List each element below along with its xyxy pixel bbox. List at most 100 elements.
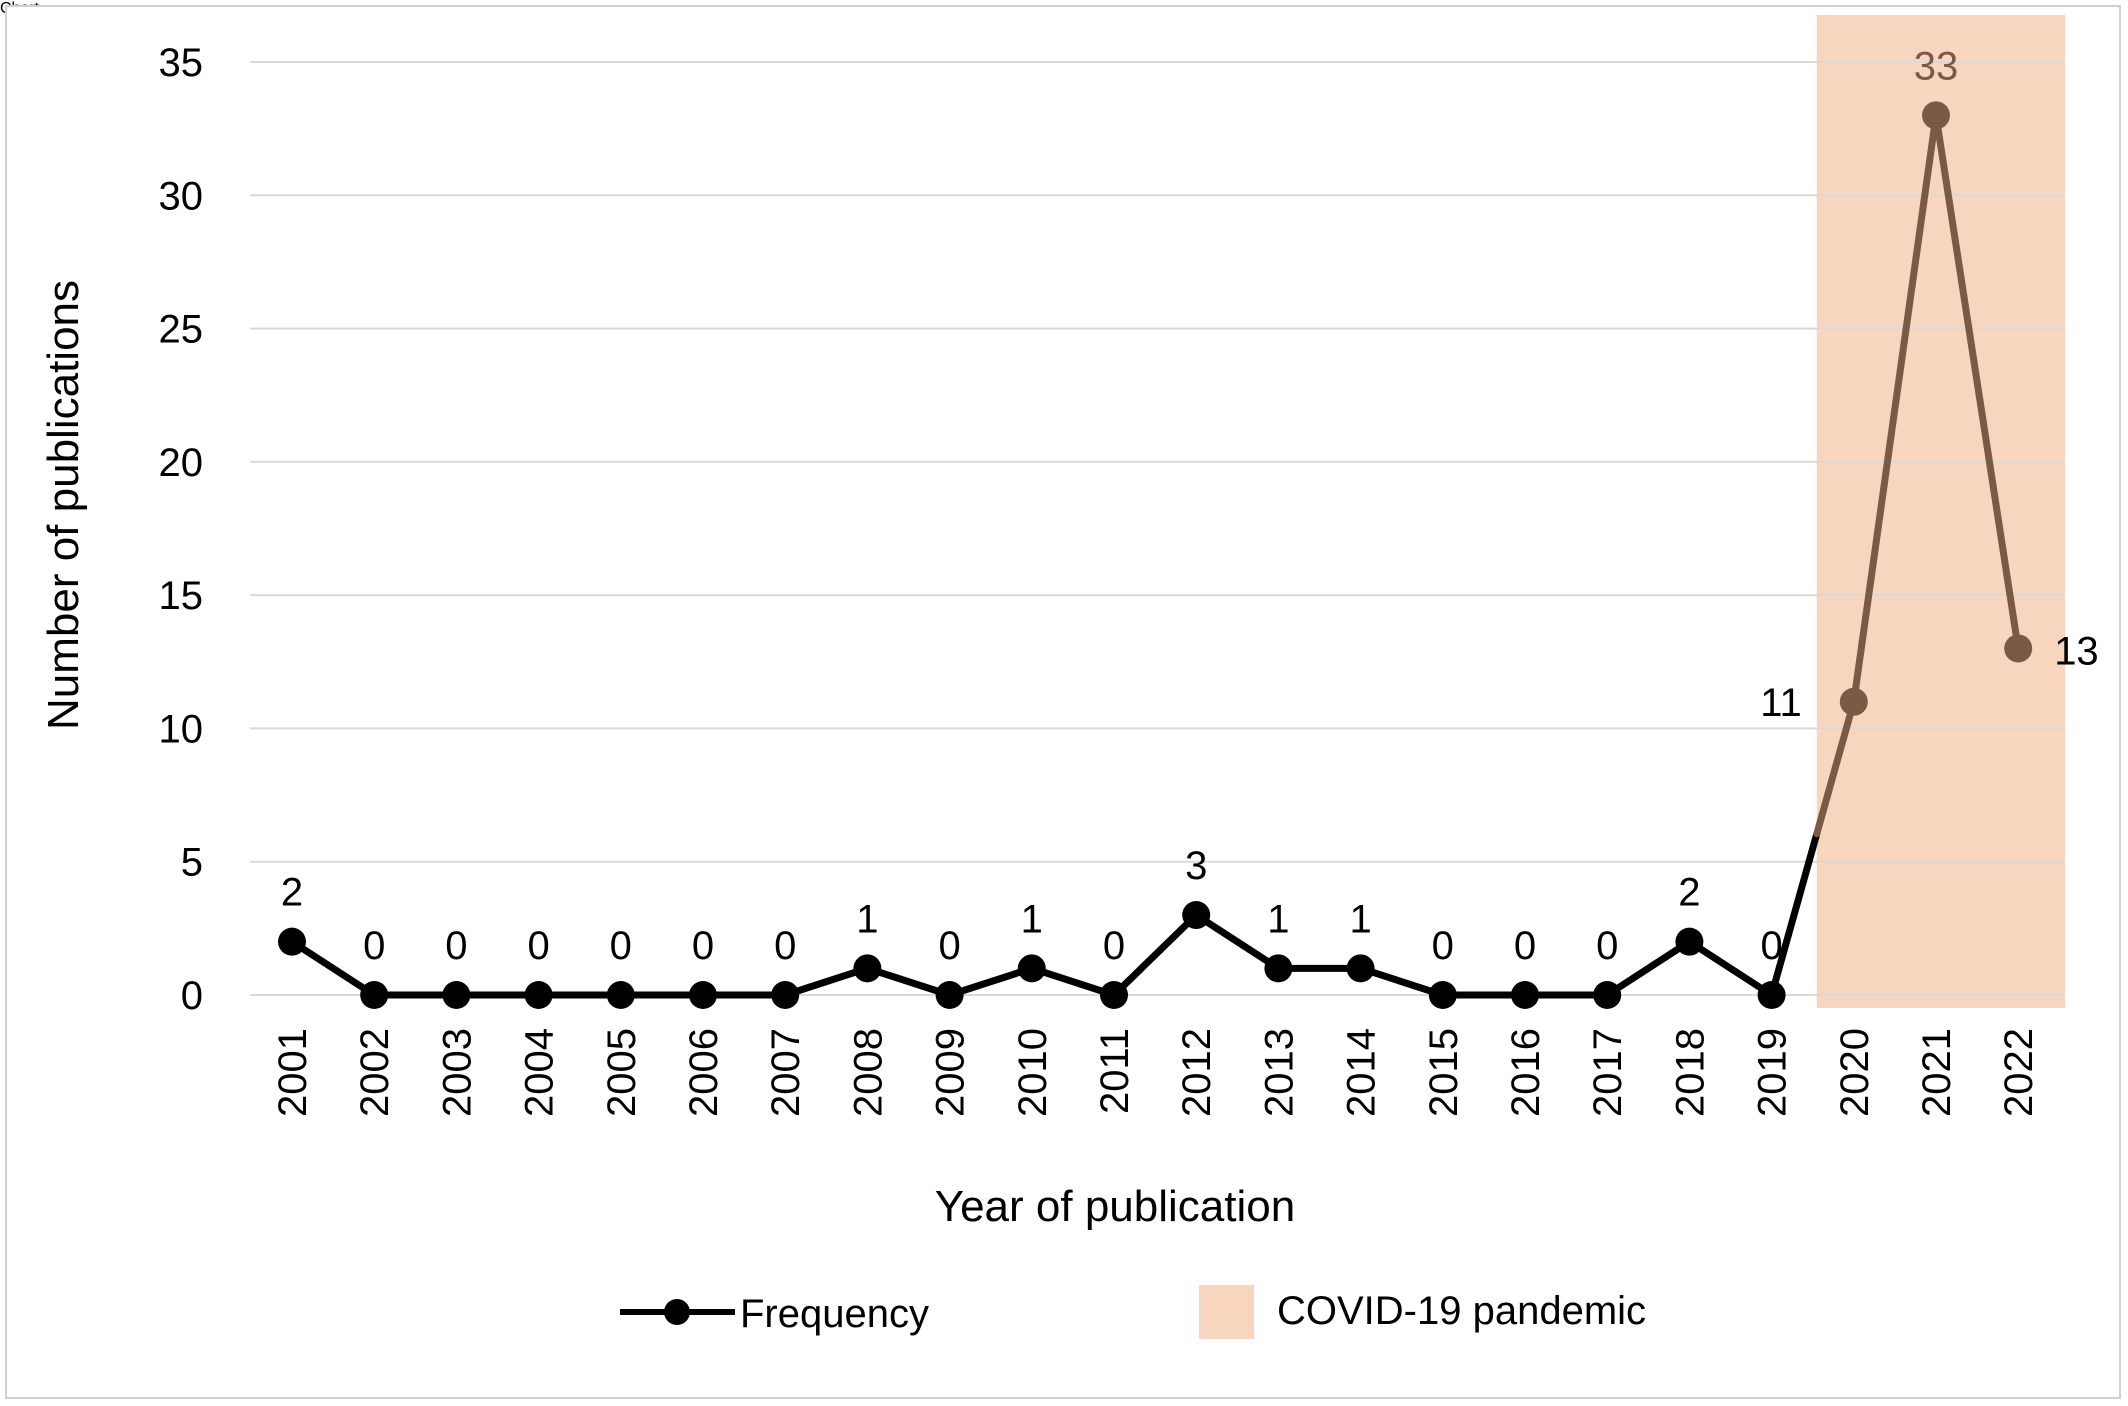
x-tick-label-2010: 2010 [1011, 1028, 1055, 1117]
point-2001 [278, 927, 306, 956]
point-2018 [1675, 927, 1704, 956]
data-label-2007: 0 [774, 924, 796, 968]
legend: Frequency COVID-19 pandemic [620, 1285, 1646, 1339]
x-tick-label-2012: 2012 [1175, 1028, 1219, 1117]
point-2006 [689, 981, 717, 1009]
point-2007 [771, 981, 800, 1009]
y-tick-label-20: 20 [159, 441, 204, 485]
point-2004 [524, 981, 553, 1009]
x-tick-label-2011: 2011 [1093, 1028, 1137, 1114]
point-2005 [606, 981, 635, 1009]
line-segment-2009-2010 [946, 964, 1036, 999]
x-tick-label-2020: 2020 [1833, 1028, 1877, 1117]
line-segment-2007-2008 [781, 964, 871, 999]
x-tick-label-2013: 2013 [1257, 1028, 1301, 1117]
x-tick-labels: 2001 2002 2003 2004 2005 2006 2007 2008 2009 2010… [271, 1028, 2041, 1117]
y-tick-label-15: 15 [159, 574, 204, 618]
line-segment-2012-2013 [1192, 911, 1282, 972]
covid-shaded-region [1816, 15, 2066, 1008]
y-tick-label-30: 30 [159, 174, 204, 218]
line-segment-2011-2012 [1110, 911, 1200, 999]
data-label-2015: 0 [1432, 924, 1454, 968]
y-axis-title: Number of publications [39, 280, 88, 730]
line-segment-2010-2011 [1028, 964, 1118, 999]
y-tick-label-35: 35 [159, 41, 204, 85]
line-segment-2019-2020-a [1768, 830, 1821, 999]
point-2013 [1264, 954, 1293, 983]
x-tick-label-2021: 2021 [1915, 1028, 1959, 1117]
x-tick-label-2004: 2004 [518, 1028, 562, 1117]
point-2016 [1511, 981, 1539, 1009]
x-tick-label-2005: 2005 [600, 1028, 644, 1117]
series-lines [288, 111, 2022, 999]
x-tick-label-2018: 2018 [1668, 1028, 1712, 1117]
point-2009 [935, 981, 964, 1009]
gridlines [250, 61, 2065, 996]
data-label-2016: 0 [1514, 924, 1536, 968]
data-label-2003: 0 [445, 924, 467, 968]
data-label-2005: 0 [610, 924, 632, 968]
data-label-2018: 2 [1678, 871, 1700, 915]
x-axis-title: Year of publication [935, 1182, 1295, 1231]
point-2021 [1922, 101, 1950, 130]
x-tick-label-2015: 2015 [1422, 1028, 1466, 1117]
legend-frequency-label: Frequency [740, 1292, 929, 1336]
data-label-2022: 13 [2054, 629, 2099, 673]
point-2010 [1017, 954, 1046, 983]
point-2019 [1757, 981, 1786, 1009]
point-2017 [1593, 981, 1622, 1009]
legend-frequency-marker [664, 1299, 690, 1325]
y-tick-label-5: 5 [181, 841, 203, 885]
data-label-2010: 1 [1021, 897, 1043, 941]
x-tick-label-2016: 2016 [1504, 1028, 1548, 1117]
data-label-2004: 0 [527, 924, 549, 968]
line-segment-2018-2019 [1685, 938, 1776, 999]
legend-covid-label: COVID-19 pandemic [1277, 1289, 1646, 1333]
y-tick-label-25: 25 [159, 308, 204, 352]
data-label-2014: 1 [1349, 897, 1371, 941]
line-segment-2008-2009 [863, 964, 954, 999]
line-segment-2001-2002 [288, 938, 378, 999]
x-tick-label-2022: 2022 [1997, 1028, 2041, 1117]
x-tick-label-2001: 2001 [271, 1028, 315, 1117]
covid-shaded-region-layer [1816, 15, 2066, 1008]
data-label-2020: 11 [1760, 681, 1802, 725]
chart-frame [5, 5, 2121, 1399]
data-label-2013: 1 [1267, 897, 1289, 941]
data-label-2009: 0 [938, 924, 960, 968]
data-label-2006: 0 [692, 924, 714, 968]
line-segment-2021-2022 [1932, 111, 2022, 652]
data-label-2002: 0 [363, 924, 385, 968]
x-tick-label-2007: 2007 [764, 1028, 808, 1117]
y-tick-label-0: 0 [181, 974, 203, 1018]
y-tick-label-10: 10 [159, 707, 204, 751]
data-label-2017: 0 [1596, 924, 1618, 968]
data-label-2011: 0 [1103, 924, 1125, 968]
data-label-2008: 1 [856, 897, 878, 941]
x-tick-label-2002: 2002 [353, 1028, 397, 1117]
line-segment-2017-2018 [1603, 938, 1693, 999]
x-tick-label-2017: 2017 [1586, 1028, 1630, 1117]
x-tick-label-2019: 2019 [1751, 1028, 1795, 1117]
data-label-2019: 0 [1760, 924, 1782, 968]
point-2002 [360, 981, 389, 1009]
data-label-2001: 2 [281, 871, 303, 915]
point-2011 [1100, 981, 1128, 1009]
point-2022 [2004, 634, 2033, 663]
point-2003 [442, 981, 471, 1009]
data-label-2021: 33 [1914, 44, 1959, 88]
series-points [278, 101, 2033, 1009]
line-segment-2020-2021 [1850, 111, 1940, 706]
x-tick-label-2014: 2014 [1340, 1028, 1384, 1117]
line-segment-2014-2015 [1357, 964, 1447, 999]
point-2015 [1428, 981, 1457, 1009]
x-tick-label-2009: 2009 [929, 1028, 973, 1117]
point-2020 [1839, 687, 1868, 716]
legend-covid-swatch [1199, 1285, 1254, 1339]
x-tick-label-2006: 2006 [682, 1028, 726, 1117]
x-tick-label-2003: 2003 [435, 1028, 479, 1117]
y-tick-labels: 0 5 10 15 20 25 30 35 [159, 41, 204, 1018]
line-segment-2019-2020-b [1813, 698, 1858, 838]
